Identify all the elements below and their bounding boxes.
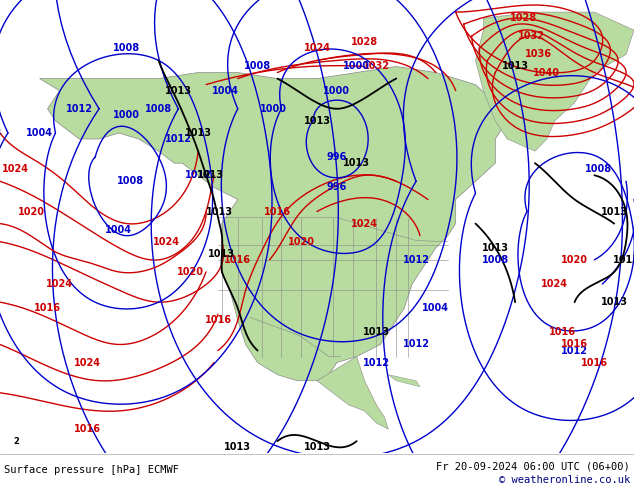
Text: 1012: 1012 <box>403 255 430 265</box>
Text: 1016: 1016 <box>224 255 251 265</box>
Text: 996: 996 <box>327 152 347 162</box>
Text: 1024: 1024 <box>351 219 378 229</box>
Text: 1020: 1020 <box>177 267 204 277</box>
Text: 1024: 1024 <box>3 164 29 174</box>
Text: 1013: 1013 <box>207 206 233 217</box>
Text: 1008: 1008 <box>482 255 509 265</box>
Text: 1012: 1012 <box>184 170 212 180</box>
Text: 1020: 1020 <box>561 255 588 265</box>
Text: 1013: 1013 <box>600 297 628 307</box>
Text: 1016: 1016 <box>549 327 576 338</box>
Text: 1013: 1013 <box>600 206 628 217</box>
Text: 1008: 1008 <box>0 128 2 138</box>
Text: © weatheronline.co.uk: © weatheronline.co.uk <box>499 475 630 485</box>
Text: 1004: 1004 <box>212 86 240 96</box>
Text: 1008: 1008 <box>117 176 145 186</box>
Text: 1013: 1013 <box>184 128 212 138</box>
Text: 1000: 1000 <box>343 61 370 72</box>
Text: 1013: 1013 <box>197 170 224 180</box>
Polygon shape <box>39 67 507 381</box>
Text: 1016: 1016 <box>264 206 291 217</box>
Text: 1012: 1012 <box>561 345 588 356</box>
Text: 1016: 1016 <box>74 424 101 434</box>
Text: 1032: 1032 <box>517 31 545 41</box>
Text: 1013: 1013 <box>165 86 192 96</box>
Text: 1004: 1004 <box>105 224 133 235</box>
Text: 1016: 1016 <box>204 315 231 325</box>
Text: Surface pressure [hPa] ECMWF: Surface pressure [hPa] ECMWF <box>4 465 179 475</box>
Text: 1012: 1012 <box>66 104 93 114</box>
Text: 1013: 1013 <box>224 442 251 452</box>
Text: 1028: 1028 <box>351 37 378 48</box>
Text: Fr 20-09-2024 06:00 UTC (06+00): Fr 20-09-2024 06:00 UTC (06+00) <box>436 461 630 471</box>
Polygon shape <box>317 357 388 429</box>
Text: 1013: 1013 <box>612 255 634 265</box>
Text: 1036: 1036 <box>526 49 552 59</box>
Text: 1013: 1013 <box>482 243 509 253</box>
Text: 1016: 1016 <box>561 340 588 349</box>
Text: 1013: 1013 <box>304 116 330 126</box>
Text: 1028: 1028 <box>510 13 536 23</box>
Text: 1013: 1013 <box>343 158 370 168</box>
Text: 1024: 1024 <box>74 358 101 368</box>
Text: 1008: 1008 <box>244 61 271 72</box>
Text: 1013: 1013 <box>304 442 330 452</box>
Text: 1013: 1013 <box>363 327 390 338</box>
Text: 1024: 1024 <box>304 43 330 53</box>
Text: 1008: 1008 <box>145 104 172 114</box>
Text: 1000: 1000 <box>260 104 287 114</box>
Text: 1024: 1024 <box>153 237 180 247</box>
Text: 1008: 1008 <box>113 43 140 53</box>
Text: 1012: 1012 <box>363 358 390 368</box>
Text: 1012: 1012 <box>165 134 192 144</box>
Text: 1000: 1000 <box>113 110 140 120</box>
Text: 1032: 1032 <box>363 61 390 72</box>
Text: 1004: 1004 <box>26 128 53 138</box>
Text: 2: 2 <box>13 437 19 446</box>
Text: 1016: 1016 <box>34 303 61 313</box>
Text: 996: 996 <box>327 182 347 193</box>
Text: 1012: 1012 <box>403 340 430 349</box>
Text: 1013: 1013 <box>209 249 235 259</box>
Text: 1000: 1000 <box>323 86 351 96</box>
Text: 1008: 1008 <box>585 164 612 174</box>
Text: 1020: 1020 <box>288 237 314 247</box>
Text: 1016: 1016 <box>581 358 608 368</box>
Text: 1040: 1040 <box>533 68 560 77</box>
Text: 1004: 1004 <box>422 303 450 313</box>
Polygon shape <box>388 375 420 387</box>
Polygon shape <box>476 12 634 151</box>
Text: 1020: 1020 <box>18 206 45 217</box>
Text: 1024: 1024 <box>541 279 568 289</box>
Text: 1024: 1024 <box>46 279 73 289</box>
Text: 1013: 1013 <box>501 61 529 72</box>
